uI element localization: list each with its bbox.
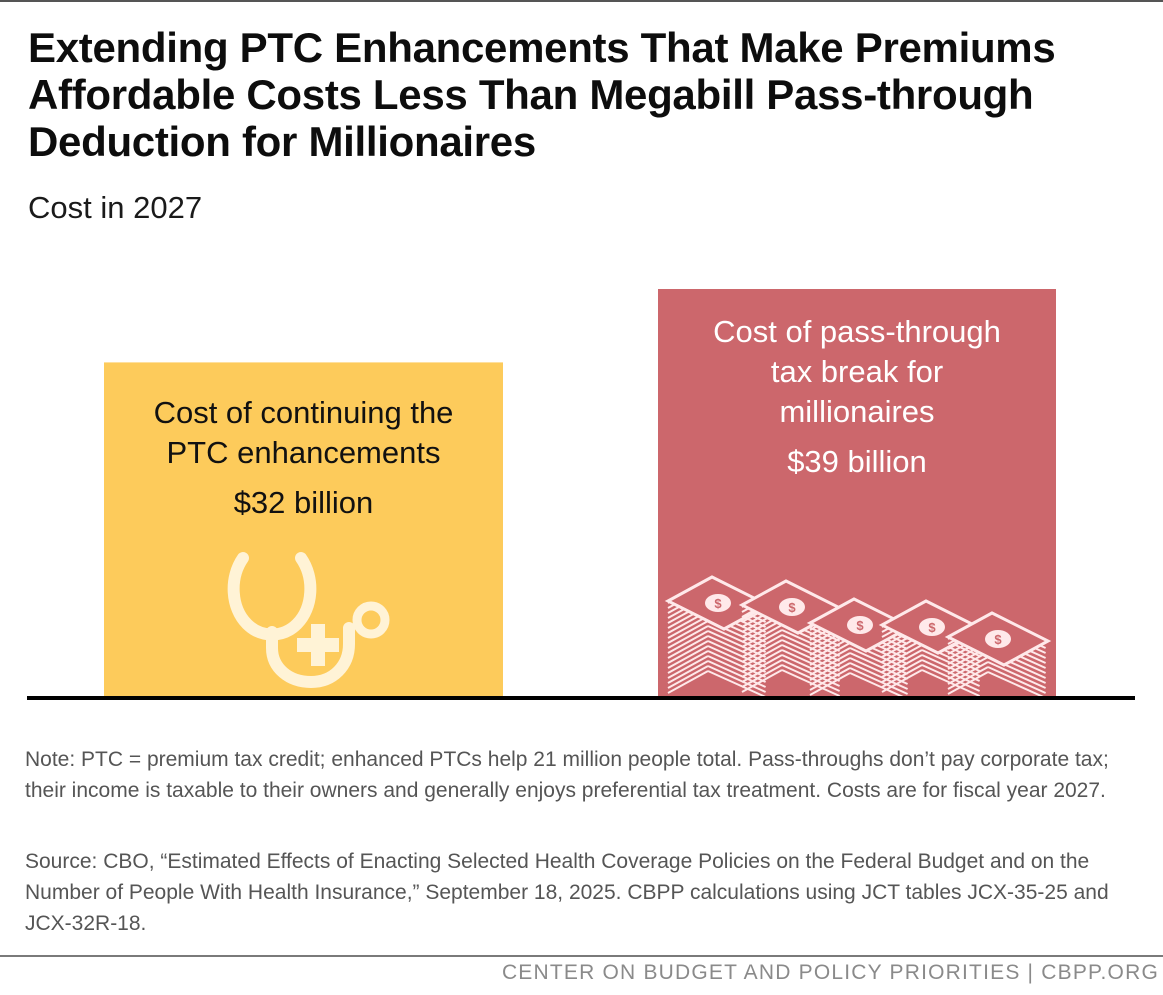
- bar-label-ptc: Cost of continuing the PTC enhancements …: [104, 393, 503, 523]
- svg-text:$: $: [714, 596, 722, 611]
- chart-subtitle: Cost in 2027: [28, 190, 203, 225]
- bar-name-ptc-line2: PTC enhancements: [166, 435, 441, 470]
- footer-credit: CENTER ON BUDGET AND POLICY PRIORITIES |…: [501, 961, 1159, 984]
- bar-name-pass-line3: millionaires: [779, 394, 935, 429]
- bar-value-pass: $39 billion: [787, 444, 927, 479]
- bar-value-ptc: $32 billion: [233, 485, 374, 520]
- bar-name-ptc-line1: Cost of continuing the: [153, 395, 454, 430]
- money-stacks-icon: $ $ $ $ $: [664, 575, 1052, 697]
- svg-text:$: $: [856, 618, 864, 633]
- bottom-rule: [0, 955, 1163, 957]
- bar-label-pass-through: Cost of pass-through tax break for milli…: [658, 312, 1056, 482]
- svg-text:$: $: [788, 600, 796, 615]
- note-text: Note: PTC = premium tax credit; enhanced…: [25, 748, 1109, 802]
- svg-text:$: $: [994, 632, 1002, 647]
- source-text: Source: CBO, “Estimated Effects of Enact…: [25, 850, 1109, 935]
- stethoscope-icon: [227, 552, 390, 688]
- bar-name-pass-line1: Cost of pass-through: [713, 314, 1001, 349]
- baseline: [27, 696, 1135, 700]
- svg-text:$: $: [928, 620, 936, 635]
- chart-title: Extending PTC Enhancements That Make Pre…: [28, 24, 1056, 165]
- bar-name-pass-line2: tax break for: [770, 354, 944, 389]
- top-rule: [0, 0, 1163, 2]
